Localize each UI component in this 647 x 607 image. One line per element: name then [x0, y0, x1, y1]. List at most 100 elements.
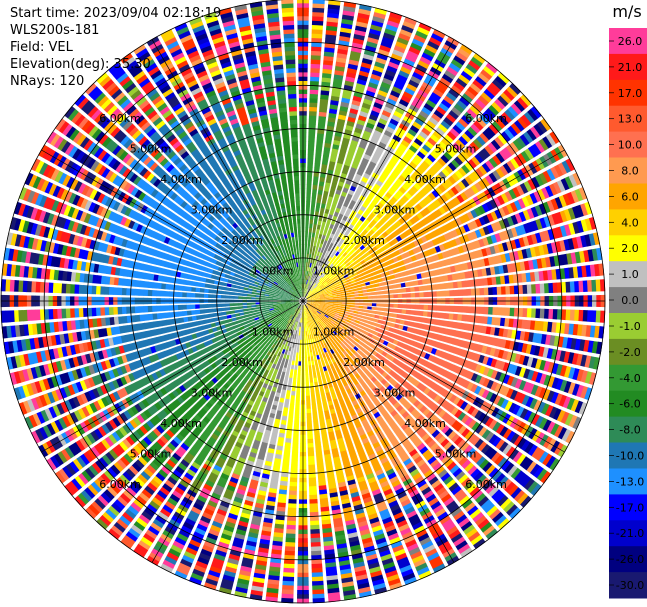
- gate: [371, 133, 381, 141]
- gate: [307, 430, 313, 436]
- gate: [348, 312, 354, 316]
- gate: [311, 301, 317, 303]
- gate: [542, 419, 552, 432]
- gate: [305, 261, 308, 267]
- gate: [333, 298, 338, 301]
- gate: [331, 201, 338, 208]
- gate: [444, 414, 454, 424]
- gate: [317, 189, 323, 195]
- gate: [342, 317, 348, 322]
- gate: [367, 254, 373, 261]
- gate: [327, 281, 333, 286]
- gate: [438, 102, 450, 112]
- gate: [369, 190, 376, 198]
- gate: [419, 209, 428, 218]
- gate: [392, 339, 399, 346]
- gate: [539, 359, 547, 371]
- gate: [530, 206, 539, 218]
- gate: [337, 296, 343, 299]
- gate: [337, 272, 343, 277]
- gate: [324, 305, 329, 307]
- gate: [309, 97, 318, 104]
- gate: [592, 232, 600, 245]
- gate: [552, 309, 558, 320]
- gate: [430, 201, 438, 210]
- gate: [443, 232, 451, 241]
- gate: [419, 176, 428, 185]
- gate: [495, 439, 506, 450]
- gate: [490, 381, 499, 392]
- gate: [439, 283, 446, 290]
- gate: [497, 95, 509, 107]
- gate: [474, 410, 483, 420]
- gate: [567, 382, 576, 395]
- gate: [293, 430, 299, 436]
- gate: [322, 291, 328, 294]
- gate: [361, 253, 368, 260]
- gate: [448, 313, 454, 320]
- gate: [315, 246, 319, 252]
- gate: [344, 266, 350, 272]
- gate: [435, 126, 446, 137]
- gate: [328, 160, 336, 167]
- gate: [415, 391, 423, 399]
- gate: [448, 62, 461, 73]
- gate: [325, 29, 337, 36]
- gate: [345, 242, 351, 249]
- gate: [330, 320, 336, 325]
- gate: [437, 397, 445, 406]
- gate: [292, 434, 299, 440]
- gate: [312, 308, 317, 313]
- gate: [455, 227, 463, 236]
- gate: [329, 223, 335, 230]
- gate: [417, 220, 425, 229]
- gate: [311, 267, 315, 273]
- gate: [306, 283, 308, 289]
- gate: [494, 221, 503, 231]
- gate: [351, 335, 357, 341]
- gate: [311, 297, 317, 300]
- gate: [587, 280, 593, 292]
- gate: [421, 52, 434, 62]
- gate: [345, 261, 352, 267]
- gate: [311, 236, 315, 242]
- gate: [319, 211, 324, 217]
- gate: [518, 285, 524, 295]
- gate: [340, 328, 346, 333]
- gate: [397, 288, 403, 293]
- gate: [343, 285, 349, 289]
- gate: [324, 299, 330, 301]
- gate: [485, 174, 494, 185]
- gate: [307, 149, 314, 155]
- gate: [501, 111, 513, 124]
- gate: [384, 290, 390, 295]
- gate: [571, 206, 581, 219]
- gate: [328, 297, 334, 299]
- gate: [549, 406, 558, 419]
- gate: [309, 106, 318, 112]
- gate: [439, 225, 448, 234]
- gate: [535, 372, 543, 384]
- gate: [445, 91, 457, 102]
- gate: [362, 53, 374, 61]
- gate: [517, 198, 527, 209]
- gate: [428, 95, 439, 105]
- gate: [291, 347, 295, 353]
- gate: [543, 360, 551, 372]
- gate: [584, 371, 593, 384]
- gate: [432, 88, 444, 98]
- gate: [483, 287, 489, 296]
- gate: [362, 322, 369, 328]
- gate: [451, 273, 458, 281]
- gate: [313, 268, 317, 274]
- gate: [564, 366, 572, 378]
- gate: [542, 321, 549, 332]
- gate: [318, 290, 323, 294]
- gate: [374, 194, 382, 202]
- gate: [368, 32, 380, 40]
- ray: [303, 0, 341, 297]
- gate: [404, 281, 411, 287]
- gate: [460, 44, 473, 55]
- gate: [513, 199, 523, 211]
- gate: [464, 89, 476, 100]
